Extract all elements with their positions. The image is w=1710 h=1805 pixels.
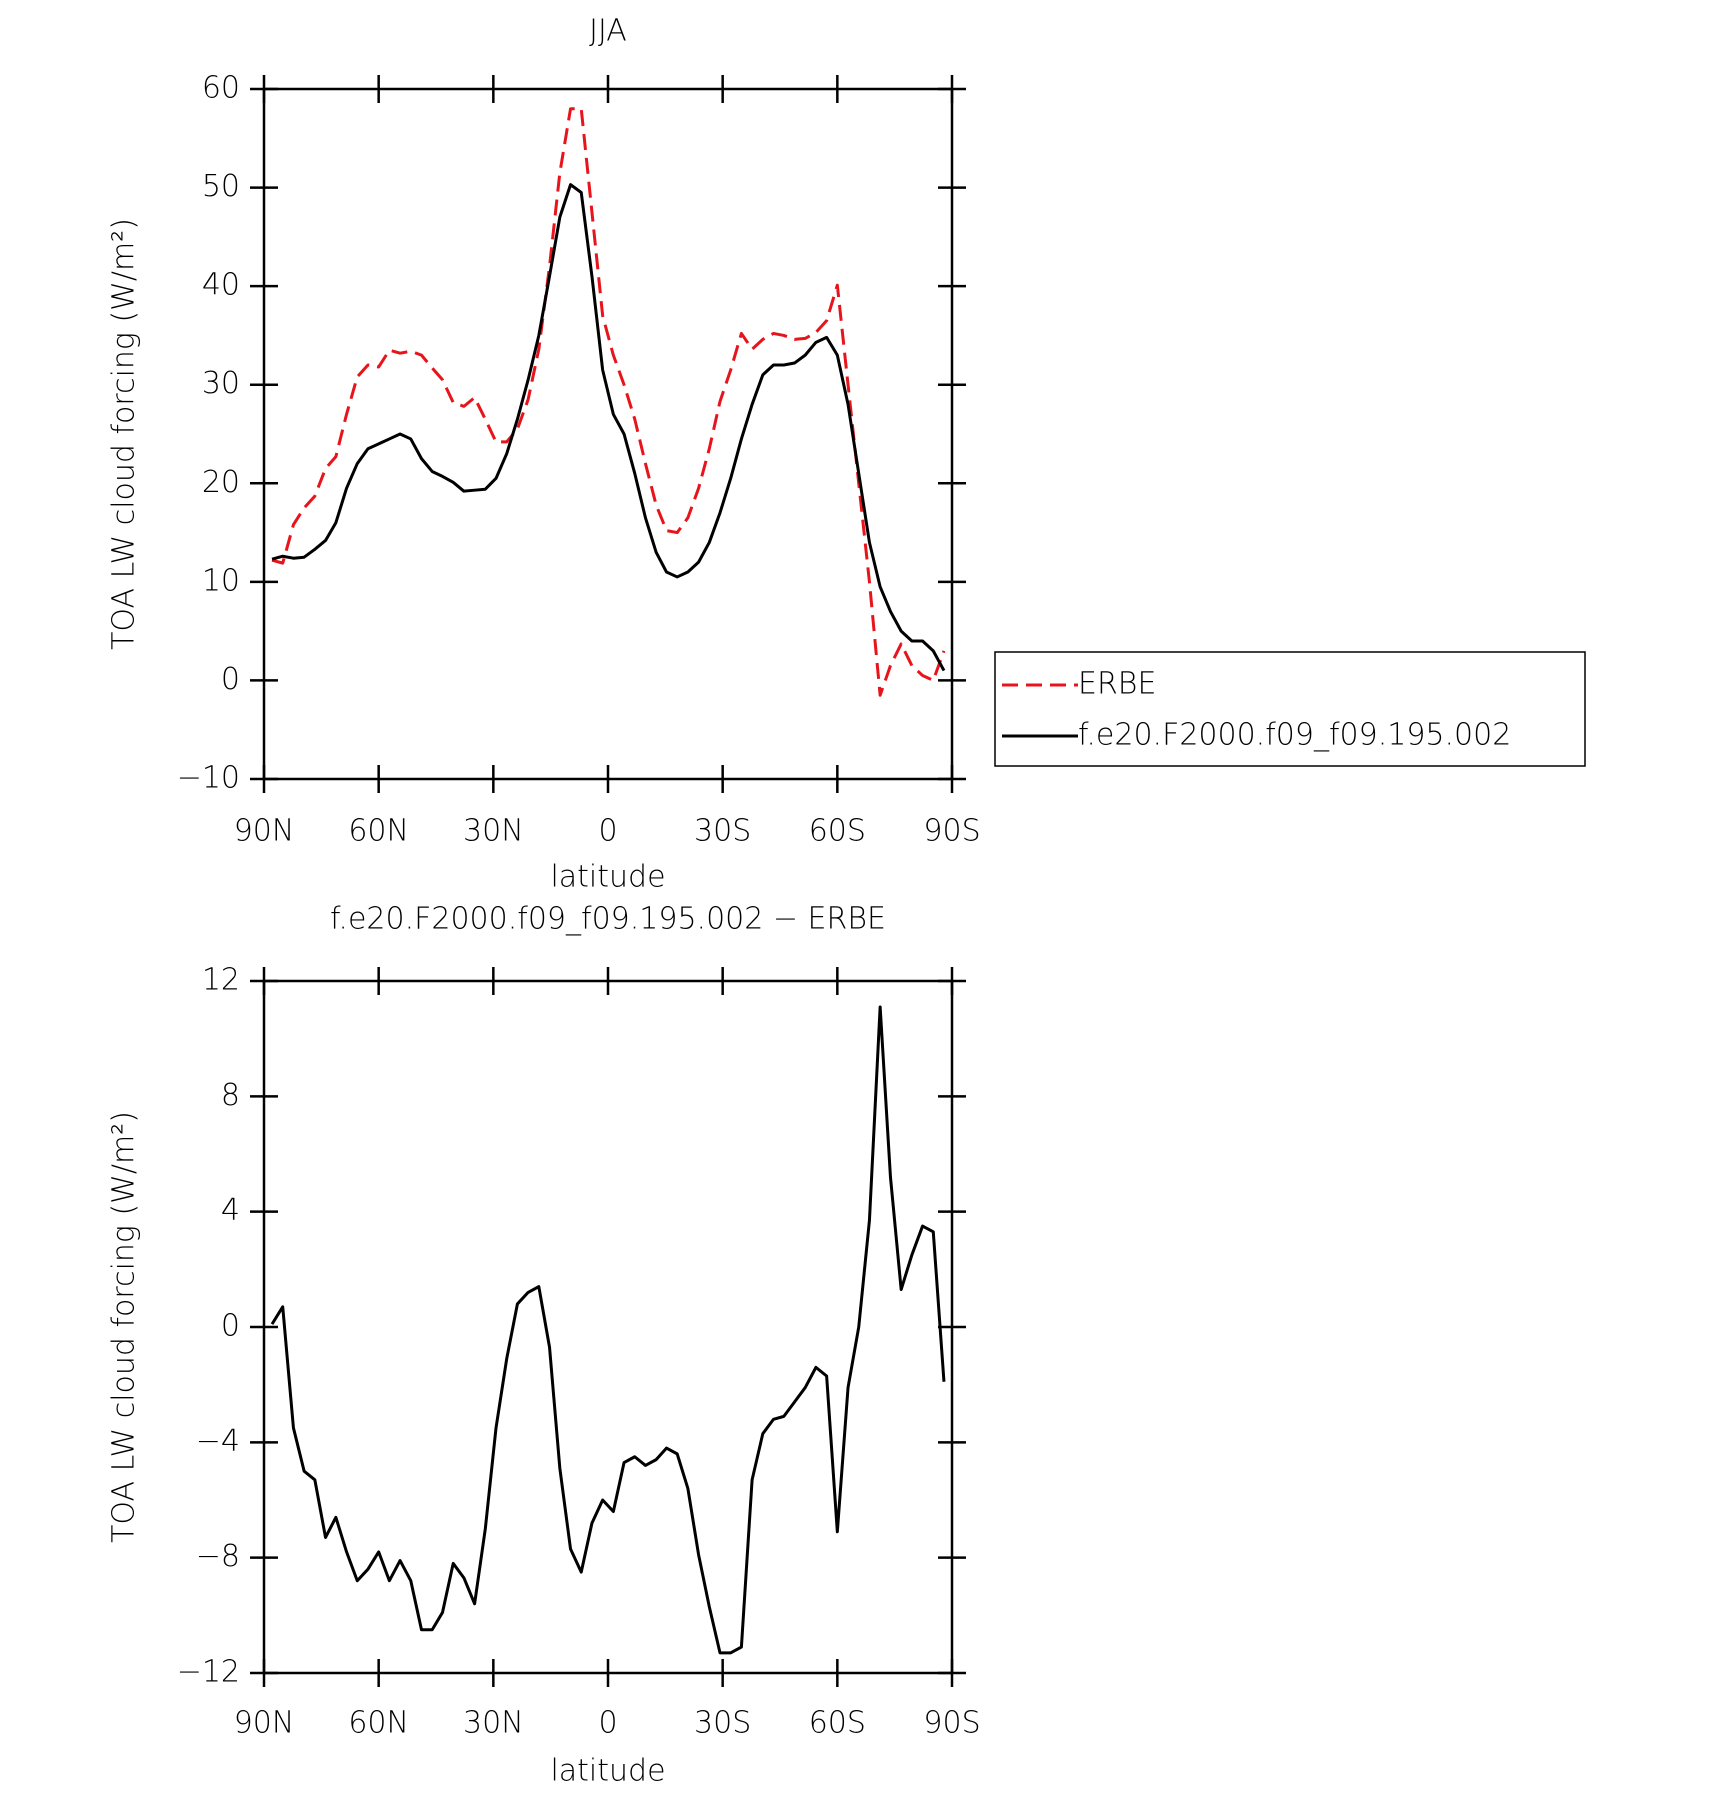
legend-label: ERBE: [1078, 667, 1156, 702]
y-tick-label: 4: [221, 1193, 240, 1228]
x-tick-label: 30N: [463, 814, 524, 849]
x-axis-label: latitude: [550, 1754, 665, 1789]
data-line: [270, 1005, 946, 1655]
chart-title: f.e20.F2000.f09_f09.195.002 − ERBE: [330, 902, 886, 937]
y-tick-label: 20: [202, 465, 240, 500]
x-tick-label: 60N: [348, 1706, 409, 1741]
y-tick-label: 60: [202, 71, 240, 106]
y-tick-label: −12: [177, 1655, 240, 1690]
y-tick-label: 30: [202, 366, 240, 401]
x-tick-label: 60S: [809, 1706, 866, 1741]
data-line: [271, 107, 946, 697]
x-tick-label: 30S: [694, 1706, 751, 1741]
y-tick-label: 8: [221, 1078, 240, 1113]
y-tick-label: 12: [202, 963, 240, 998]
y-tick-label: 0: [221, 1309, 240, 1344]
y-tick-label: 10: [202, 563, 240, 598]
x-tick-label: 0: [598, 814, 617, 849]
x-tick-label: 60S: [809, 814, 866, 849]
y-axis-label: TOA LW cloud forcing (W/m²): [107, 218, 142, 650]
x-tick-label: 60N: [348, 814, 409, 849]
x-tick-label: 90S: [923, 1706, 980, 1741]
x-axis-label: latitude: [550, 860, 665, 895]
x-tick-label: 90S: [923, 814, 980, 849]
legend-label: f.e20.F2000.f09_f09.195.002: [1078, 718, 1511, 753]
x-tick-label: 30S: [694, 814, 751, 849]
x-tick-label: 90N: [234, 814, 295, 849]
y-tick-label: −10: [177, 761, 240, 796]
chart-title: JJA: [589, 14, 627, 49]
data-line: [271, 183, 946, 672]
x-tick-label: 0: [598, 1706, 617, 1741]
x-tick-label: 30N: [463, 1706, 524, 1741]
y-tick-label: −8: [196, 1539, 240, 1574]
plot-frame: [262, 87, 954, 781]
x-tick-label: 90N: [234, 1706, 295, 1741]
y-tick-label: 0: [221, 662, 240, 697]
y-tick-label: 50: [202, 169, 240, 204]
y-tick-label: 40: [202, 268, 240, 303]
legend-box: [994, 651, 1586, 767]
y-tick-label: −4: [196, 1424, 240, 1459]
y-axis-label: TOA LW cloud forcing (W/m²): [107, 1111, 142, 1543]
